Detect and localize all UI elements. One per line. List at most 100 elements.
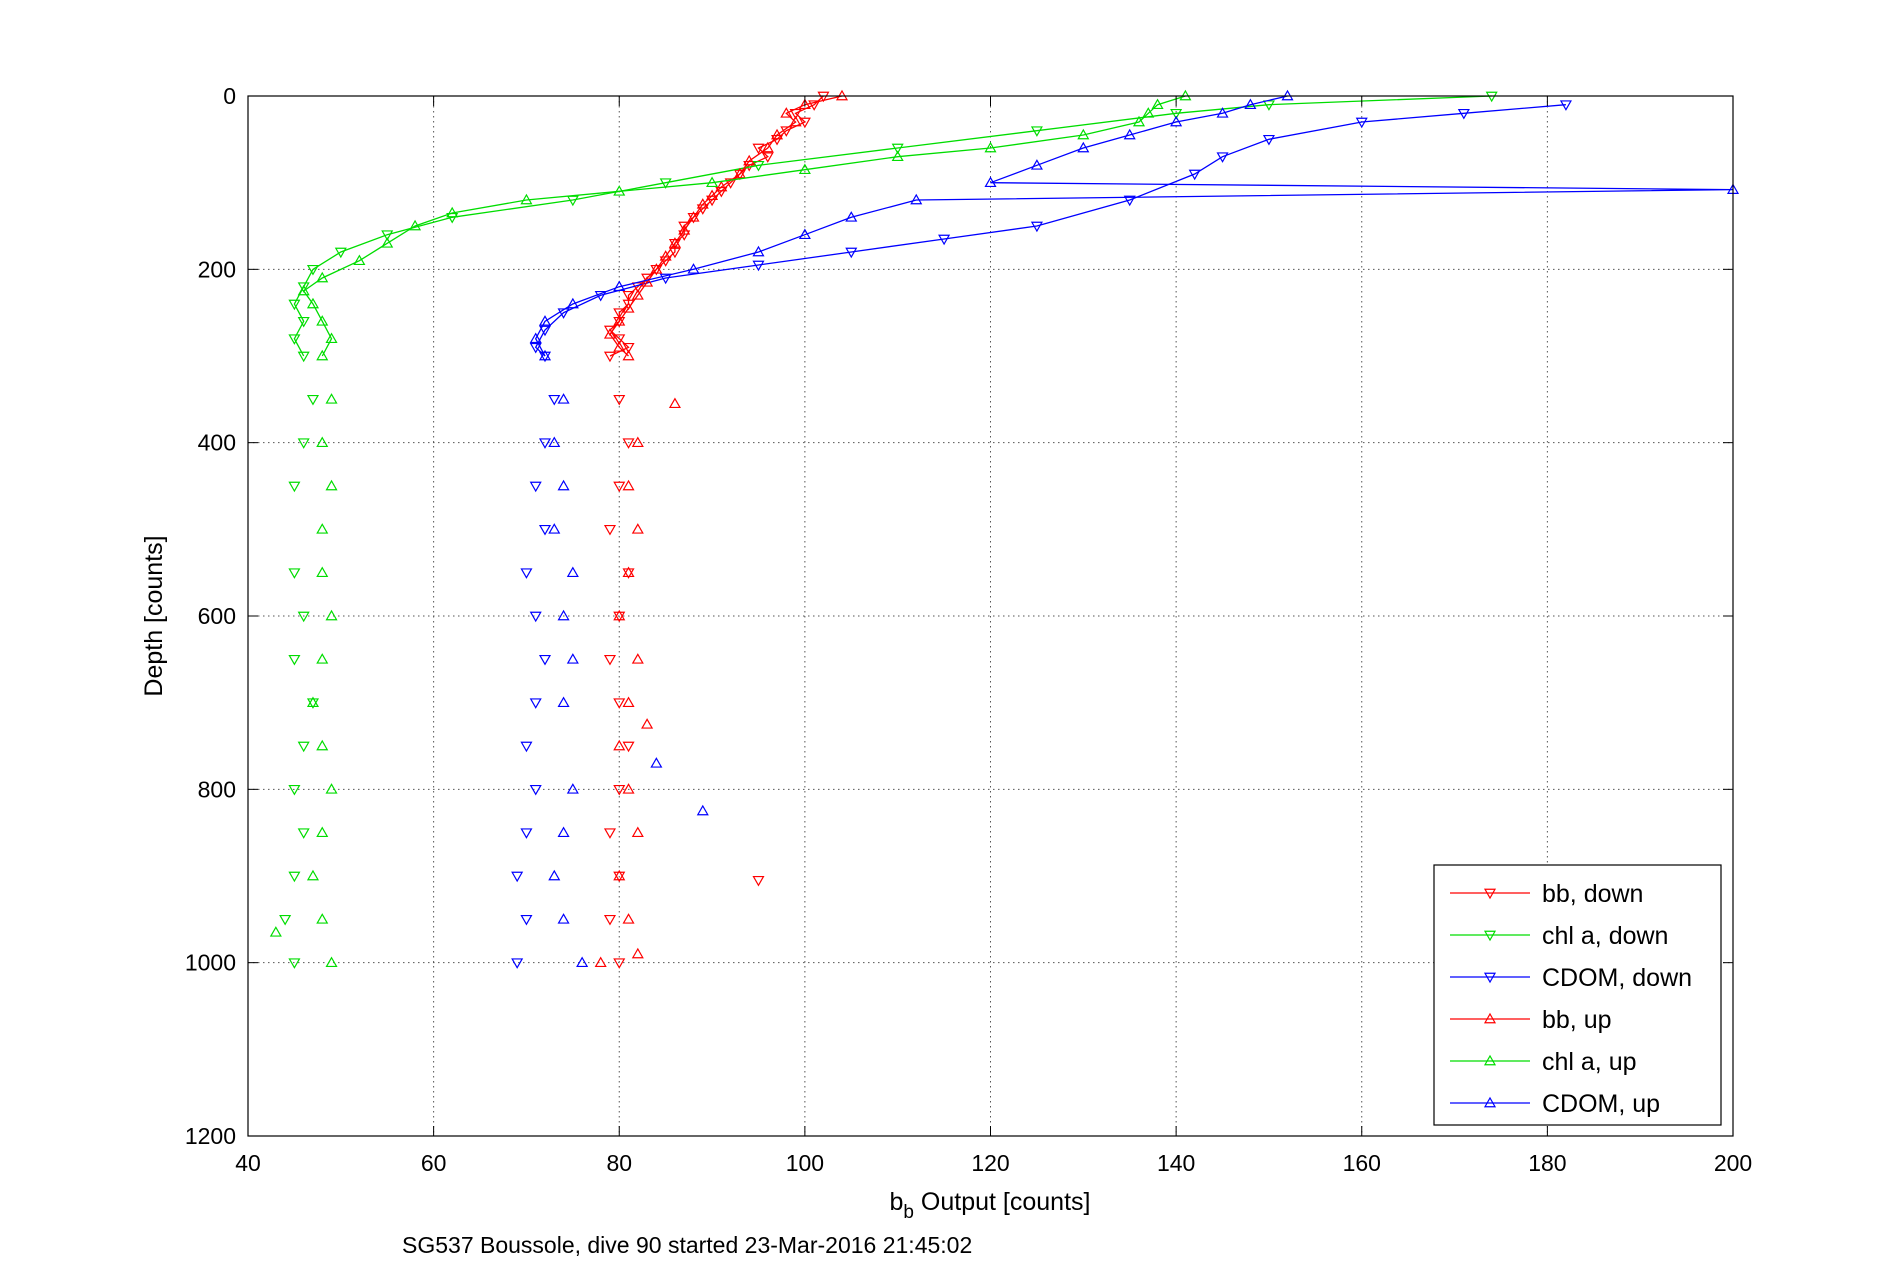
data-point	[520, 741, 533, 753]
data-point	[557, 479, 570, 491]
data-point	[316, 913, 329, 924]
data-point	[1030, 221, 1043, 233]
data-point	[668, 237, 681, 248]
data-point	[566, 297, 579, 309]
data-point	[733, 167, 746, 179]
data-point	[613, 316, 626, 328]
data-point	[650, 263, 663, 274]
data-point	[297, 282, 310, 293]
data-point	[566, 653, 579, 664]
data-point	[613, 315, 626, 326]
data-point	[529, 784, 542, 796]
data-point	[622, 741, 635, 753]
data-point	[1123, 128, 1136, 140]
data-point	[622, 913, 635, 924]
data-point	[761, 141, 774, 153]
data-point	[706, 189, 719, 201]
x-tick-label: 60	[421, 1150, 447, 1176]
data-point	[1244, 98, 1257, 110]
data-point	[288, 784, 301, 796]
data-point	[752, 875, 765, 887]
data-point	[696, 198, 709, 209]
data-point	[316, 271, 329, 283]
series-2	[511, 100, 1572, 969]
data-point	[557, 393, 570, 404]
data-point	[613, 739, 626, 751]
data-point	[891, 143, 904, 155]
y-tick-label: 600	[198, 603, 236, 629]
data-point	[1485, 91, 1498, 103]
data-point	[798, 228, 811, 240]
data-point	[566, 783, 579, 794]
data-point	[910, 193, 923, 205]
data-point	[288, 334, 301, 345]
data-point	[1030, 159, 1043, 170]
data-point	[306, 297, 320, 309]
data-point	[548, 436, 561, 448]
data-point	[752, 160, 765, 172]
legend-marker	[1483, 888, 1497, 900]
data-point	[641, 276, 654, 287]
data-point	[520, 828, 533, 839]
series-layer	[269, 89, 1740, 969]
data-point	[511, 871, 524, 883]
data-point	[613, 481, 626, 493]
data-point	[984, 141, 997, 153]
data-point	[613, 609, 626, 621]
data-point	[733, 169, 746, 181]
data-point	[715, 180, 728, 192]
data-point	[613, 185, 626, 196]
data-point	[297, 438, 310, 449]
data-point	[659, 250, 672, 261]
data-point	[613, 394, 626, 406]
data-point	[752, 143, 765, 155]
data-point	[622, 302, 635, 313]
data-point	[557, 826, 570, 838]
data-point	[325, 332, 338, 344]
data-point	[306, 869, 320, 881]
data-point	[538, 325, 552, 337]
legend-box	[1433, 864, 1722, 1126]
data-point	[316, 739, 329, 751]
data-point	[687, 211, 700, 222]
data-point	[520, 914, 533, 926]
data-point	[835, 89, 849, 101]
data-point	[622, 290, 635, 302]
data-point	[548, 869, 561, 881]
legend-marker	[1483, 930, 1497, 942]
data-point	[845, 247, 858, 259]
data-point	[724, 178, 737, 189]
data-point	[316, 315, 329, 326]
figure-caption: SG537 Boussole, dive 90 started 23-Mar-2…	[402, 1232, 972, 1258]
data-point	[1077, 141, 1090, 153]
data-point	[668, 247, 681, 259]
data-point	[631, 653, 644, 664]
data-point	[706, 176, 719, 188]
data-point	[631, 826, 644, 838]
data-point	[557, 696, 570, 708]
data-point	[325, 479, 338, 491]
data-point	[641, 718, 654, 729]
legend: bb, down chl a, down CDOM, down bb, up chl a…	[1433, 864, 1722, 1126]
y-tick-label: 200	[198, 256, 236, 282]
x-tick-label: 180	[1528, 1150, 1566, 1176]
data-point	[891, 150, 904, 162]
axis-ticks: 40 60 80 100 120 140 160 180 200 0 200 400 600 800 100…	[185, 83, 1752, 1176]
data-point	[297, 316, 310, 328]
data-point	[613, 958, 626, 969]
data-point	[938, 234, 951, 246]
data-point	[557, 913, 570, 924]
data-point	[529, 481, 542, 493]
data-point	[613, 611, 626, 623]
data-point	[650, 264, 663, 276]
y-axis-label: Depth [counts]	[140, 535, 168, 696]
x-axis-label: bb Output [counts]	[890, 1188, 1091, 1223]
data-point	[353, 254, 366, 266]
data-point	[538, 315, 552, 326]
data-point	[687, 212, 700, 224]
data-point	[622, 349, 635, 361]
data-point	[306, 264, 320, 276]
legend-marker	[1483, 972, 1497, 984]
data-point	[269, 926, 282, 937]
